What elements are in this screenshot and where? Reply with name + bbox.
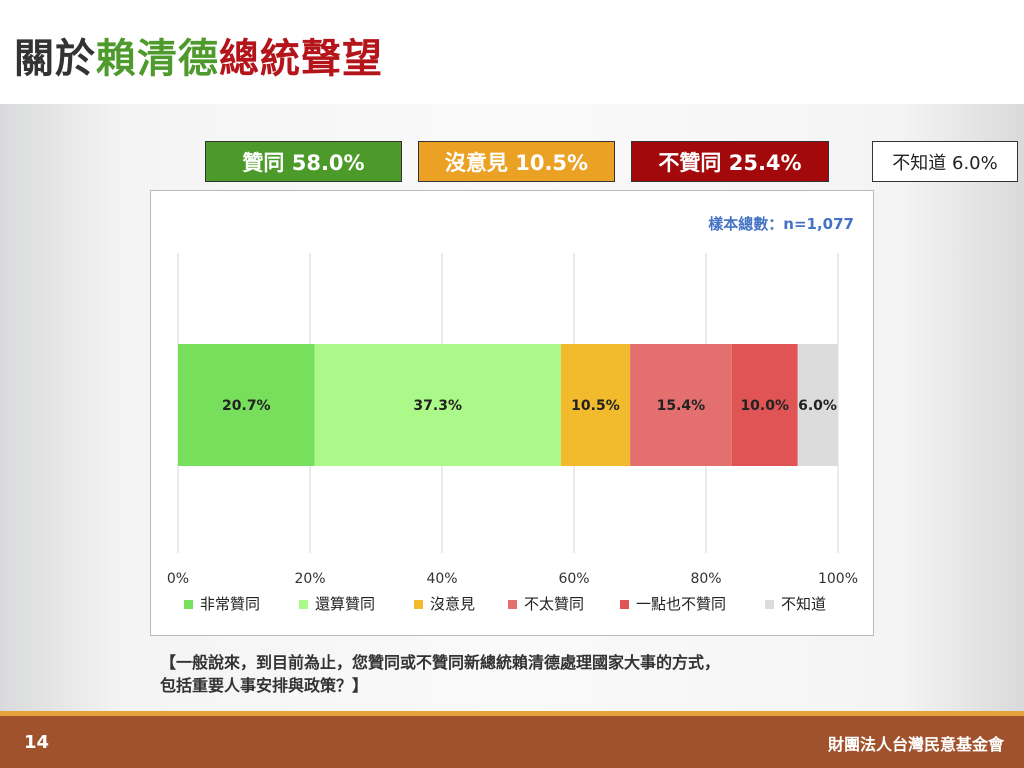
legend-label: 不太贊同 [524,595,584,613]
legend-swatch [184,600,193,609]
summary-neutral-badge: 沒意見 10.5% [418,141,615,182]
page-number: 14 [24,732,50,753]
x-tick-label: 60% [558,571,589,587]
legend-swatch [414,600,423,609]
x-tick-label: 80% [690,571,721,587]
question-line-2: 包括重要人事安排與政策？】 [160,676,369,695]
data-label: 6.0% [798,398,837,414]
bar-segment [731,344,798,466]
page-title: 關於賴清德總統聲望 [14,26,383,84]
summary-dontknow-badge: 不知道 6.0% [872,141,1018,182]
survey-question: 【一般說來，到目前為止，您贊同或不贊同新總統賴清德處理國家大事的方式， 包括重要… [160,651,720,697]
x-tick-label: 100% [818,571,858,587]
question-line-1: 【一般說來，到目前為止，您贊同或不贊同新總統賴清德處理國家大事的方式， [160,653,721,672]
chart-frame: 樣本總數：n=1,077 0% 20% 40% 60% 80% 100% 20.7% 37.3%… [150,190,874,636]
data-label: 15.4% [657,398,706,414]
footer-bar [0,716,1024,768]
legend-label: 非常贊同 [200,595,260,613]
legend-swatch [508,600,517,609]
sample-size-note: 樣本總數：n=1,077 [708,215,854,233]
data-label: 10.5% [571,398,620,414]
x-tick-label: 0% [167,571,189,587]
title-bar: 關於賴清德總統聲望 [0,0,1024,104]
legend-swatch [620,600,629,609]
title-part-3: 總統聲望 [219,36,383,82]
bar-segment [314,344,561,466]
legend-swatch [765,600,774,609]
organization-name: 財團法人台灣民意基金會 [827,735,1004,754]
bar-segment [560,344,631,466]
bar-segment [178,344,315,466]
data-label: 10.0% [740,398,789,414]
bar-segment [630,344,732,466]
stacked-bar-chart: 樣本總數：n=1,077 0% 20% 40% 60% 80% 100% 20.7% 37.3%… [167,215,858,613]
x-tick-label: 40% [426,571,457,587]
legend-label: 一點也不贊同 [636,595,726,613]
summary-disagree-badge: 不贊同 25.4% [631,141,829,182]
legend-label: 不知道 [781,595,826,613]
title-part-1: 關於 [14,36,96,82]
x-tick-label: 20% [294,571,325,587]
data-label: 37.3% [413,398,462,414]
title-part-2: 賴清德 [96,36,219,82]
summary-agree-badge: 贊同 58.0% [205,141,402,182]
footer-accent-line [0,711,1024,716]
legend-label: 還算贊同 [315,595,375,613]
legend-swatch [299,600,308,609]
data-label: 20.7% [222,398,271,414]
bar-segment [797,344,838,466]
legend-label: 沒意見 [430,595,475,613]
